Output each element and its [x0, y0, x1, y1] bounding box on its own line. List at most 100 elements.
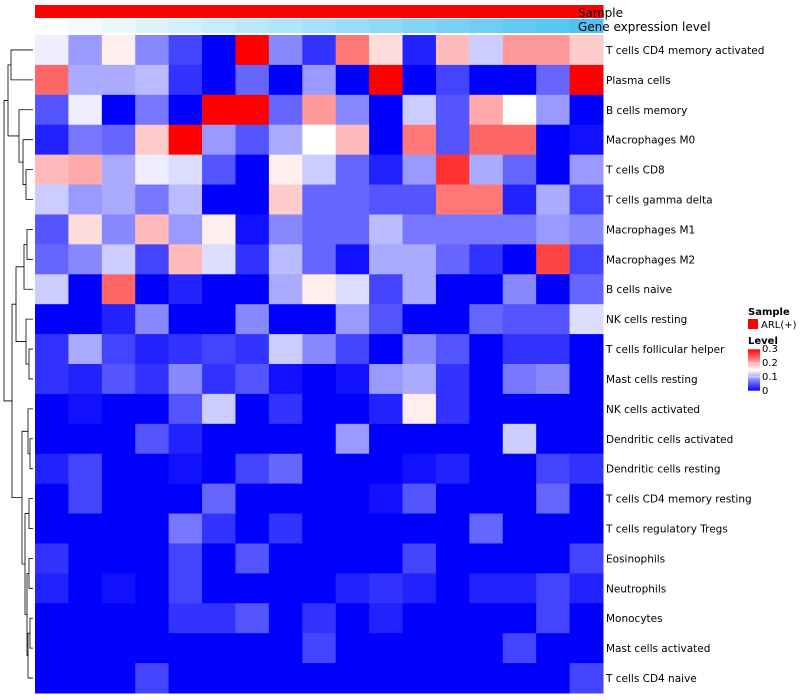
heatmap-cell [68, 35, 103, 66]
heatmap-cell [68, 423, 103, 455]
heatmap-cell [235, 214, 270, 245]
heatmap-cell [536, 513, 571, 544]
heatmap-cell [135, 513, 170, 544]
heatmap-cell [335, 184, 370, 215]
heatmap-cell [101, 453, 136, 485]
heatmap-cell [335, 154, 370, 186]
heatmap-cell [402, 633, 437, 664]
heatmap-cell [469, 453, 504, 485]
heatmap-cell [35, 124, 69, 156]
heatmap-cell [335, 603, 370, 634]
row-label: Mast cells activated [606, 643, 710, 655]
heatmap-cell [469, 633, 504, 664]
heatmap-cell [235, 244, 270, 275]
dendrogram-branch [28, 498, 33, 529]
heatmap-cell [202, 573, 236, 604]
heatmap-cell [235, 483, 270, 515]
heatmap-cell [335, 274, 370, 305]
heatmap-cell [68, 64, 103, 96]
heatmap-cell [536, 543, 571, 574]
heatmap-cell [435, 543, 470, 574]
heatmap-cell [469, 573, 504, 604]
heatmap-cell [435, 483, 470, 515]
heatmap-cell [235, 304, 270, 335]
heatmap-cell [68, 94, 103, 126]
heatmap-cell [435, 214, 470, 245]
heatmap-cell [302, 633, 337, 664]
heatmap-cell [35, 274, 69, 305]
heatmap-cell [35, 453, 69, 485]
heatmap-cell [202, 453, 236, 485]
heatmap-cell [235, 543, 270, 574]
heatmap-cell [469, 663, 504, 694]
heatmap-cell [168, 393, 203, 425]
row-label: Dendritic cells activated [606, 434, 733, 446]
legend-level-ticks: 0.3 0.2 0.1 0 [748, 344, 778, 397]
heatmap-cell [302, 364, 337, 395]
heatmap-cell [168, 214, 203, 245]
heatmap-cell [168, 663, 203, 694]
heatmap-cell [135, 483, 170, 515]
heatmap-cell [402, 603, 437, 634]
heatmap-cell [101, 423, 136, 455]
heatmap-cell [369, 124, 404, 156]
heatmap-cell [502, 663, 537, 694]
heatmap-cell [101, 603, 136, 634]
row-labels: T cells CD4 memory activated Plasma cells… [605, 45, 764, 685]
row-label: Eosinophils [606, 553, 665, 565]
sample-bar-cell [35, 5, 69, 18]
heatmap-cell [369, 453, 404, 485]
heatmap-cell [502, 244, 537, 275]
heatmap-cell [35, 393, 69, 425]
heatmap-cell [68, 334, 103, 365]
heatmap-cell [168, 244, 203, 275]
heatmap-cell [35, 94, 69, 126]
heatmap-cell [435, 154, 470, 186]
legend-tick-label: 0.1 [762, 372, 778, 383]
dendrogram-branch [11, 303, 22, 499]
heatmap-cell [536, 483, 571, 515]
heatmap-cell [469, 304, 504, 335]
heatmap-cell [302, 453, 337, 485]
heatmap-cell [235, 663, 270, 694]
heatmap-cell [369, 423, 404, 455]
heatmap-cell [335, 453, 370, 485]
sample-bar-cell [402, 5, 437, 18]
heatmap-cell [502, 573, 537, 604]
heatmap-cell [202, 423, 236, 455]
heatmap-cell [502, 94, 537, 126]
heatmap-cell [235, 633, 270, 664]
heatmap-cell [268, 94, 303, 126]
heatmap-cell [435, 513, 470, 544]
heatmap-cell [502, 483, 537, 515]
row-label: Plasma cells [606, 75, 671, 87]
heatmap-cell [569, 483, 604, 515]
heatmap-cell [135, 603, 170, 634]
heatmap-cell [502, 543, 537, 574]
legend-tick-label: 0.2 [762, 358, 778, 369]
heatmap-cell [68, 184, 103, 215]
heatmap-cell [369, 543, 404, 574]
heatmap-cell [35, 244, 69, 275]
legend-sample-swatch [748, 319, 758, 329]
heatmap-cell [302, 543, 337, 574]
heatmap-cell [536, 154, 571, 186]
heatmap-cell [335, 64, 370, 96]
heatmap-cell [202, 663, 236, 694]
gene-expression-bar-cell [68, 19, 103, 33]
heatmap-cell [101, 633, 136, 664]
heatmap-cell [135, 573, 170, 604]
heatmap-cell [135, 334, 170, 365]
sample-bar-cell [302, 5, 337, 18]
heatmap-cell [569, 423, 604, 455]
heatmap-cell [302, 483, 337, 515]
heatmap-cell [101, 573, 136, 604]
heatmap-cell [502, 124, 537, 156]
row-label: Dendritic cells resting [606, 464, 721, 476]
heatmap-cell [135, 244, 170, 275]
heatmap-cell [268, 603, 303, 634]
row-label: Monocytes [606, 613, 663, 625]
heatmap-cell [268, 64, 303, 96]
heatmap-cell [268, 423, 303, 455]
heatmap-cell [335, 543, 370, 574]
